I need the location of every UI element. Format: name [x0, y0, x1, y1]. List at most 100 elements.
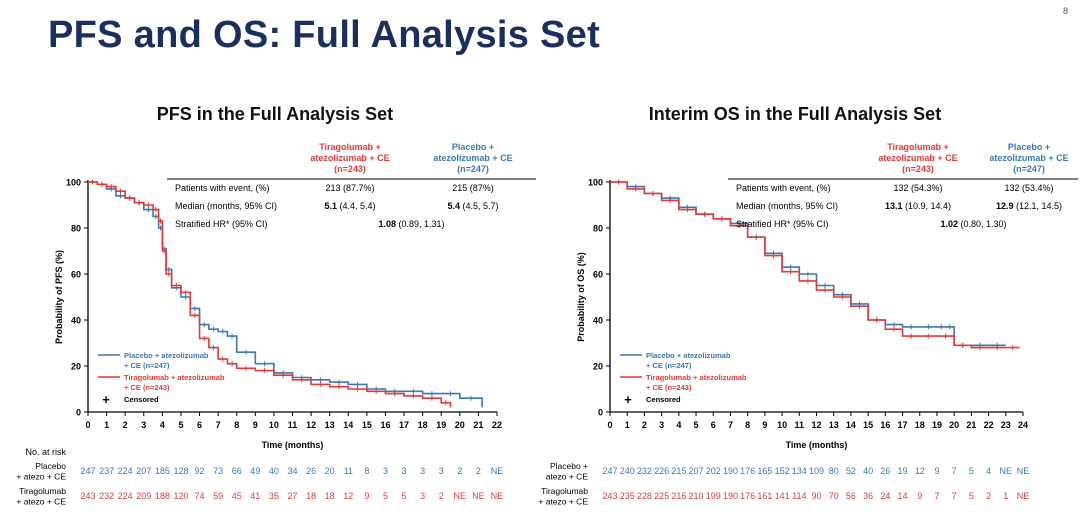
pfs-censor-mark [90, 179, 96, 185]
os-risk-value: 243 [602, 491, 617, 501]
pfs-risk-value: 5 [383, 491, 388, 501]
os-x-tick-label: 13 [829, 420, 839, 430]
os-x-axis-label: Time (months) [786, 440, 848, 450]
pfs-risk-value: 185 [155, 466, 170, 476]
os-risk-value: 52 [846, 466, 856, 476]
os-series-1-line [610, 181, 1020, 349]
pfs-risk-value: 3 [402, 466, 407, 476]
os-table-value-tiragolumab: 13.1 (10.9, 14.4) [885, 201, 951, 211]
os-risk-value: 216 [671, 491, 686, 501]
os-risk-value: 80 [829, 466, 839, 476]
os-table-value-placebo: 12.9 (12.1, 14.5) [996, 201, 1062, 211]
os-x-tick-label: 15 [863, 420, 873, 430]
os-y-tick-label: 60 [593, 270, 603, 280]
pfs-table-value-tiragolumab: 5.1 (4.4, 5.4) [324, 201, 375, 211]
pfs-x-tick-label: 6 [197, 420, 202, 430]
os-risk-value: 207 [689, 466, 704, 476]
pfs-risk-value: 3 [383, 466, 388, 476]
os-x-tick-label: 11 [795, 420, 805, 430]
pfs-censor-mark [136, 200, 142, 206]
os-censor-mark [667, 197, 673, 203]
pfs-table-header-tiragolumab: Tiragolumab + atezolizumab + CE (n=243) [310, 142, 389, 174]
os-censor-mark [925, 324, 931, 330]
os-risk-value: 26 [880, 466, 890, 476]
pfs-risk-value: 18 [306, 491, 316, 501]
pfs-censor-mark [243, 349, 249, 355]
os-x-tick-label: 1 [625, 420, 630, 430]
pfs-censor-mark [280, 372, 286, 378]
pfs-x-tick-label: 5 [178, 420, 183, 430]
os-censor-mark [719, 216, 725, 222]
pfs-x-tick-label: 16 [380, 420, 390, 430]
pfs-censor-mark [336, 379, 342, 385]
pfs-x-tick-label: 19 [436, 420, 446, 430]
pfs-censor-mark [373, 388, 379, 394]
os-x-tick-label: 12 [811, 420, 821, 430]
os-censor-mark [839, 294, 845, 300]
pfs-x-axis-label: Time (months) [262, 440, 324, 450]
os-censor-mark [788, 264, 794, 270]
os-risk-value: 7 [952, 466, 957, 476]
pfs-x-tick-label: 22 [492, 420, 502, 430]
pfs-legend-label-1: Tiragolumab + atezolizumab + CE (n=243) [124, 373, 225, 392]
pfs-y-tick-label: 20 [71, 362, 81, 372]
pfs-risk-value: 74 [195, 491, 205, 501]
pfs-censor-mark [127, 195, 133, 201]
os-censor-mark [805, 271, 811, 277]
pfs-censor-mark [153, 214, 159, 219]
os-risk-value: 109 [809, 466, 824, 476]
pfs-x-tick-label: 1 [104, 420, 109, 430]
os-risk-value: NE [1017, 491, 1030, 501]
pfs-x-tick-label: 17 [399, 420, 409, 430]
os-risk-value: 161 [757, 491, 772, 501]
os-censor-mark [702, 211, 708, 217]
os-censor-mark [908, 333, 914, 339]
pfs-censor-mark [220, 356, 226, 362]
os-censor-mark [908, 324, 914, 330]
pfs-legend-label-0: Placebo + atezolizumab + CE (n=247) [124, 351, 209, 370]
os-risk-value: 199 [706, 491, 721, 501]
pfs-y-tick-label: 0 [76, 408, 81, 418]
os-risk-value: 7 [952, 491, 957, 501]
os-risk-value: 215 [671, 466, 686, 476]
os-y-tick-label: 40 [593, 316, 603, 326]
pfs-censor-mark [262, 368, 268, 374]
os-risk-value: 9 [917, 491, 922, 501]
os-y-axis-label: Probability of OS (%) [576, 252, 586, 342]
pfs-risk-value: NE [472, 491, 485, 501]
pfs-legend-censored-label: Censored [124, 395, 159, 404]
pfs-risk-value: 224 [118, 491, 133, 501]
os-risk-row-label-1: Tiragolumab + atezo + CE [538, 486, 588, 507]
pfs-risk-value: 224 [118, 466, 133, 476]
pfs-censor-mark [299, 377, 305, 383]
os-censor-mark [753, 234, 759, 240]
pfs-censor-mark [192, 312, 198, 318]
os-censor-mark [977, 345, 983, 351]
os-risk-value: 90 [811, 491, 821, 501]
pfs-risk-value: 49 [250, 466, 260, 476]
pfs-risk-value: NE [491, 491, 504, 501]
pfs-table-hr-value: 1.08 (0.89, 1.31) [378, 219, 444, 229]
os-risk-value: 247 [602, 466, 617, 476]
pfs-risk-value: 35 [269, 491, 279, 501]
pfs-x-tick-label: 3 [141, 420, 146, 430]
pfs-x-tick-label: 8 [234, 420, 239, 430]
pfs-risk-row-label-1: Tiragolumab + atezo + CE [16, 486, 66, 507]
os-censor-mark [857, 303, 863, 309]
os-x-tick-label: 17 [898, 420, 908, 430]
slide-title: PFS and OS: Full Analysis Set [48, 14, 601, 56]
pfs-table-row-label: Stratified HR* (95% CI) [175, 219, 268, 229]
os-risk-value: 12 [915, 466, 925, 476]
pfs-censor-mark [161, 248, 167, 254]
pfs-risk-value: 207 [136, 466, 151, 476]
os-censor-mark [891, 326, 897, 332]
pfs-censor-mark [229, 333, 235, 339]
pfs-y-tick-label: 100 [66, 178, 81, 188]
os-risk-value: 70 [829, 491, 839, 501]
pfs-x-tick-label: 10 [269, 420, 279, 430]
pfs-risk-value: 120 [173, 491, 188, 501]
pfs-censor-mark [220, 329, 226, 334]
os-censor-mark [770, 253, 776, 259]
pfs-x-tick-label: 7 [216, 420, 221, 430]
os-x-tick-label: 19 [932, 420, 942, 430]
